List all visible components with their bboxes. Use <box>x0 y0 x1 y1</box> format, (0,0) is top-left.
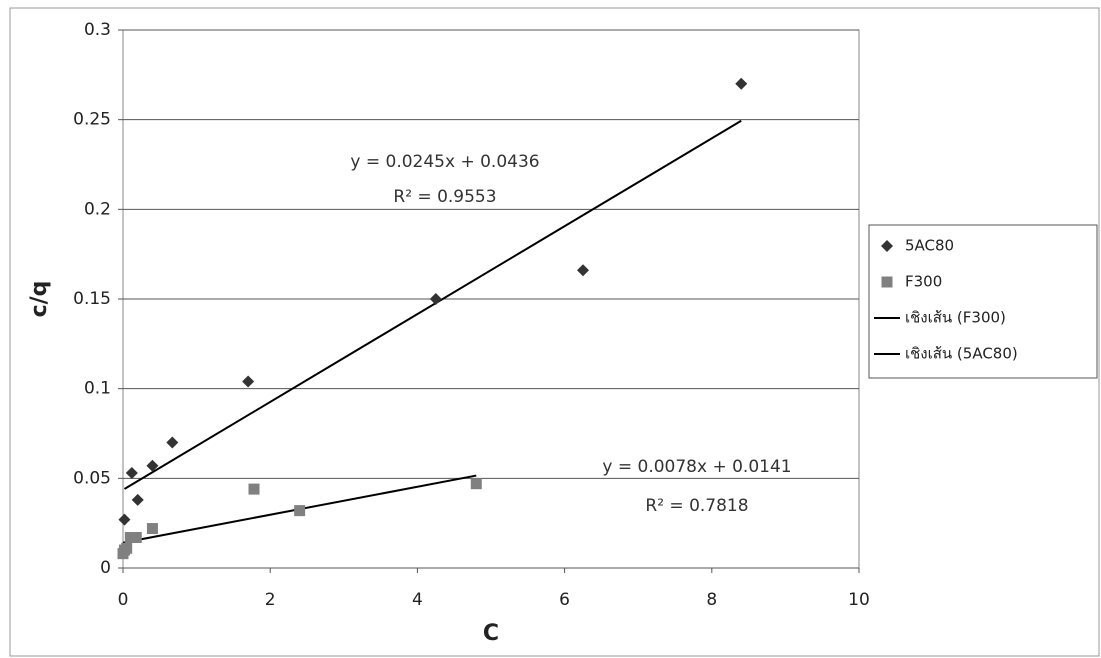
trendline-equation: y = 0.0245x + 0.0436 <box>350 152 539 172</box>
point <box>471 478 482 489</box>
point <box>147 523 158 534</box>
y-tick-label: 0.1 <box>84 379 111 399</box>
point <box>121 543 132 554</box>
legend-label: F300 <box>905 273 942 291</box>
page: C c/q 0 0.05 0.1 0.15 0.2 0.25 0.3 0 2 4 6 8 10 y = 0… <box>0 0 1101 658</box>
y-axis-label: c/q <box>27 281 52 318</box>
y-tick-label: 0.05 <box>73 468 111 488</box>
y-tick-label: 0.2 <box>84 199 111 219</box>
x-tick-label: 8 <box>706 590 717 610</box>
y-tick-label: 0.25 <box>73 110 111 130</box>
legend-label: 5AC80 <box>905 237 954 255</box>
x-tick-label: 2 <box>265 590 276 610</box>
legend-label: เชิงเส้น (F300) <box>905 309 1006 327</box>
point <box>294 505 305 516</box>
y-tick-label: 0.3 <box>84 20 111 40</box>
point <box>131 532 142 543</box>
x-tick-label: 0 <box>118 590 129 610</box>
x-tick-label: 10 <box>848 590 870 610</box>
point <box>249 484 260 495</box>
x-axis-label: C <box>483 621 499 646</box>
x-tick-label: 6 <box>559 590 570 610</box>
trendline-r-squared: R² = 0.9553 <box>393 187 496 207</box>
trendline-equation: y = 0.0078x + 0.0141 <box>602 457 791 477</box>
trendline-r-squared: R² = 0.7818 <box>645 496 748 516</box>
legend-label: เชิงเส้น (5AC80) <box>905 345 1018 363</box>
chart: C c/q 0 0.05 0.1 0.15 0.2 0.25 0.3 0 2 4 6 8 10 y = 0… <box>0 0 1101 658</box>
y-tick-label: 0 <box>100 558 111 578</box>
y-tick-label: 0.15 <box>73 289 111 309</box>
legend-marker <box>882 277 893 288</box>
x-tick-label: 4 <box>412 590 423 610</box>
